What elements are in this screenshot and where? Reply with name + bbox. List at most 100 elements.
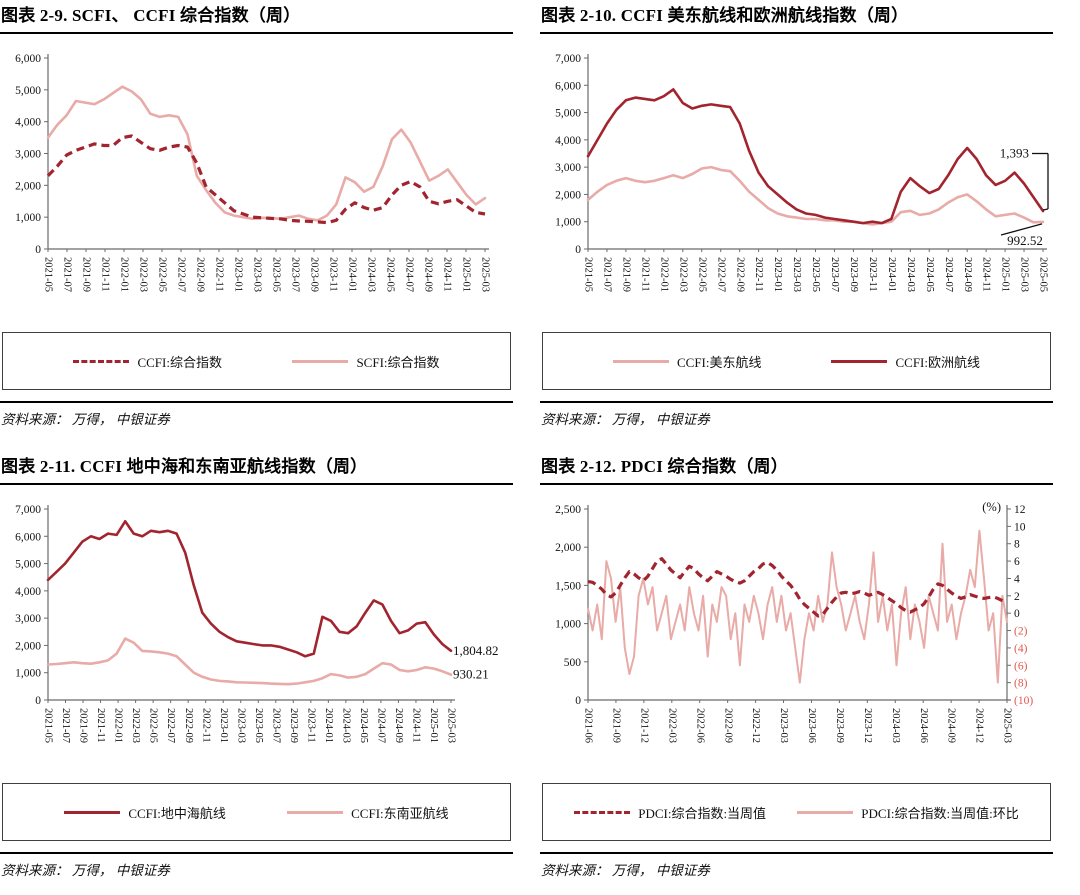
svg-text:2024-01: 2024-01 [886, 257, 897, 292]
svg-text:0: 0 [35, 244, 41, 256]
legend-label: PDCI:综合指数:当周值 [638, 805, 767, 821]
chart-title: 图表 2-10. CCFI 美东航线和欧洲航线指数（周） [540, 3, 1053, 34]
legend-entry: PDCI:综合指数:当周值:环比 [797, 803, 1019, 822]
legend-label: CCFI:地中海航线 [128, 805, 226, 821]
svg-text:2022-01: 2022-01 [658, 257, 669, 292]
svg-text:2021-09: 2021-09 [78, 708, 89, 743]
svg-text:2023-07: 2023-07 [270, 708, 281, 743]
legend-entry: CCFI:地中海航线 [64, 803, 226, 822]
svg-text:0: 0 [35, 695, 41, 707]
svg-text:(2): (2) [1014, 626, 1028, 638]
svg-text:(10): (10) [1014, 695, 1033, 707]
svg-text:2,000: 2,000 [15, 640, 41, 652]
chart-area: 0 1,000 2,000 3,000 4,000 5,000 6,000 2021-05 20… [0, 44, 513, 322]
svg-text:12: 12 [1014, 504, 1026, 516]
source-note: 资料来源： 万得， 中银证券 [0, 852, 513, 879]
svg-text:7,000: 7,000 [555, 53, 581, 65]
svg-text:2022-09: 2022-09 [734, 257, 745, 292]
svg-text:2023-07: 2023-07 [829, 257, 840, 292]
svg-text:6: 6 [1014, 556, 1020, 568]
svg-text:2025-03: 2025-03 [1002, 708, 1013, 743]
svg-text:2025-03: 2025-03 [1019, 257, 1030, 292]
legend: PDCI:综合指数:当周值 PDCI:综合指数:当周值:环比 [542, 783, 1051, 841]
svg-text:500: 500 [564, 657, 582, 669]
legend-line-sample [831, 359, 888, 363]
svg-text:2023-11: 2023-11 [328, 257, 339, 292]
svg-text:2025-03: 2025-03 [446, 708, 457, 743]
svg-text:2023-12: 2023-12 [862, 708, 873, 743]
svg-text:2023-01: 2023-01 [218, 708, 229, 743]
chart-area: 0 1,000 2,000 3,000 4,000 5,000 6,000 7,000 2021… [0, 495, 513, 773]
svg-text:7,000: 7,000 [15, 504, 41, 516]
legend: CCFI:美东航线 CCFI:欧洲航线 [542, 332, 1051, 390]
svg-text:2023-11: 2023-11 [867, 257, 878, 292]
legend-line-sample [64, 810, 121, 814]
legend-label: CCFI:综合指数 [137, 354, 222, 370]
source-note: 资料来源： 万得， 中银证券 [0, 401, 513, 428]
svg-text:2022-11: 2022-11 [753, 257, 764, 292]
svg-text:1,000: 1,000 [555, 217, 581, 229]
svg-text:2023-01: 2023-01 [772, 257, 783, 292]
svg-text:2022-06: 2022-06 [694, 708, 705, 743]
svg-text:(%): (%) [982, 500, 1001, 514]
svg-text:2021-07: 2021-07 [60, 708, 71, 743]
legend-line-sample [292, 359, 349, 363]
svg-text:2023-05: 2023-05 [810, 257, 821, 292]
svg-text:2021-05: 2021-05 [43, 257, 54, 292]
svg-text:1,000: 1,000 [15, 212, 41, 224]
legend-label: CCFI:东南亚航线 [351, 805, 449, 821]
svg-text:2024-11: 2024-11 [411, 708, 422, 743]
chart-title: 图表 2-11. CCFI 地中海和东南亚航线指数（周） [0, 454, 513, 485]
svg-text:4,000: 4,000 [15, 117, 41, 129]
svg-text:2022-11: 2022-11 [200, 708, 211, 743]
svg-text:2022-01: 2022-01 [113, 708, 124, 743]
svg-text:2022-05: 2022-05 [157, 257, 168, 292]
svg-text:2022-07: 2022-07 [715, 257, 726, 292]
ccfi-us-east-europe-line-chart: 0 1,000 2,000 3,000 4,000 5,000 6,000 7,000 2021… [555, 53, 1049, 292]
svg-text:2024-06: 2024-06 [918, 708, 929, 743]
legend: CCFI:地中海航线 CCFI:东南亚航线 [2, 783, 511, 841]
svg-text:2021-09: 2021-09 [621, 257, 632, 292]
svg-text:2024-03: 2024-03 [340, 708, 351, 743]
svg-text:1,500: 1,500 [555, 580, 581, 592]
svg-text:2021-05: 2021-05 [43, 708, 54, 743]
svg-text:2023-09: 2023-09 [848, 257, 859, 292]
svg-text:2023-09: 2023-09 [288, 708, 299, 743]
svg-text:2021-12: 2021-12 [638, 708, 649, 743]
svg-text:2022-03: 2022-03 [677, 257, 688, 292]
panel-pdci: 图表 2-12. PDCI 综合指数（周） 0 500 1,000 1,500 2,00… [540, 454, 1053, 879]
svg-text:2022-01: 2022-01 [119, 257, 130, 292]
svg-text:2: 2 [1014, 591, 1020, 603]
svg-text:2,000: 2,000 [555, 189, 581, 201]
svg-text:2025-03: 2025-03 [480, 257, 491, 292]
svg-text:(4): (4) [1014, 643, 1028, 655]
svg-text:2024-09: 2024-09 [393, 708, 404, 743]
svg-text:6,000: 6,000 [15, 53, 41, 65]
svg-text:2024-05: 2024-05 [385, 257, 396, 292]
svg-text:2024-01: 2024-01 [347, 257, 358, 292]
panel-ccfi-mediterranean-sea: 图表 2-11. CCFI 地中海和东南亚航线指数（周） 0 1,000 2,000… [0, 454, 513, 879]
svg-text:2024-03: 2024-03 [905, 257, 916, 292]
svg-text:10: 10 [1014, 521, 1026, 533]
svg-text:5,000: 5,000 [15, 559, 41, 571]
legend-label: CCFI:美东航线 [676, 354, 762, 370]
svg-text:2,000: 2,000 [555, 542, 581, 554]
svg-text:2024-03: 2024-03 [890, 708, 901, 743]
legend-label: PDCI:综合指数:当周值:环比 [861, 805, 1019, 821]
legend-line-sample [612, 359, 669, 363]
svg-text:2023-03: 2023-03 [791, 257, 802, 292]
svg-text:4,000: 4,000 [555, 135, 581, 147]
source-note: 资料来源： 万得， 中银证券 [540, 401, 1053, 428]
legend-line-sample [73, 359, 130, 363]
svg-text:2023-03: 2023-03 [235, 708, 246, 743]
legend-line-sample [797, 810, 854, 814]
legend-entry: PDCI:综合指数:当周值 [574, 803, 766, 822]
svg-text:6,000: 6,000 [15, 531, 41, 543]
svg-text:6,000: 6,000 [555, 80, 581, 92]
legend-line-sample [574, 810, 631, 814]
svg-text:2024-05: 2024-05 [358, 708, 369, 743]
legend-entry: CCFI:东南亚航线 [287, 803, 449, 822]
svg-text:2022-07: 2022-07 [176, 257, 187, 292]
chart-title: 图表 2-9. SCFI、 CCFI 综合指数（周） [0, 3, 513, 34]
